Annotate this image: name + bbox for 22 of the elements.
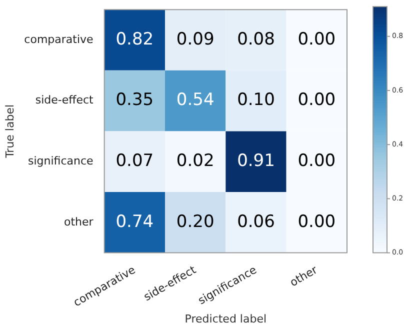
data-label: 0.20 — [176, 212, 214, 232]
data-label: 0.07 — [116, 151, 154, 172]
y-tick-label: side-effect — [35, 94, 94, 107]
data-label: 0.91 — [237, 151, 275, 172]
data-label: 0.09 — [176, 29, 214, 50]
data-label: 0.02 — [176, 151, 214, 172]
data-label: 0.00 — [298, 90, 336, 110]
y-tick-label: significance — [28, 154, 94, 168]
data-label: 0.54 — [176, 90, 214, 110]
data-label: 0.35 — [116, 90, 154, 110]
data-label: 0.74 — [116, 212, 154, 232]
data-label: 0.82 — [116, 29, 154, 50]
x-axis-title: Predicted label — [184, 312, 267, 326]
data-label: 0.00 — [298, 151, 336, 172]
data-label: 0.00 — [298, 212, 336, 232]
y-axis-title: True label — [3, 104, 16, 159]
y-tick-label: other — [64, 215, 94, 228]
data-label: 0.06 — [237, 212, 275, 232]
data-label: 0.08 — [237, 29, 275, 50]
data-label: 0.00 — [298, 29, 336, 50]
data-label: 0.10 — [237, 90, 275, 110]
y-tick-label: comparative — [24, 32, 94, 46]
